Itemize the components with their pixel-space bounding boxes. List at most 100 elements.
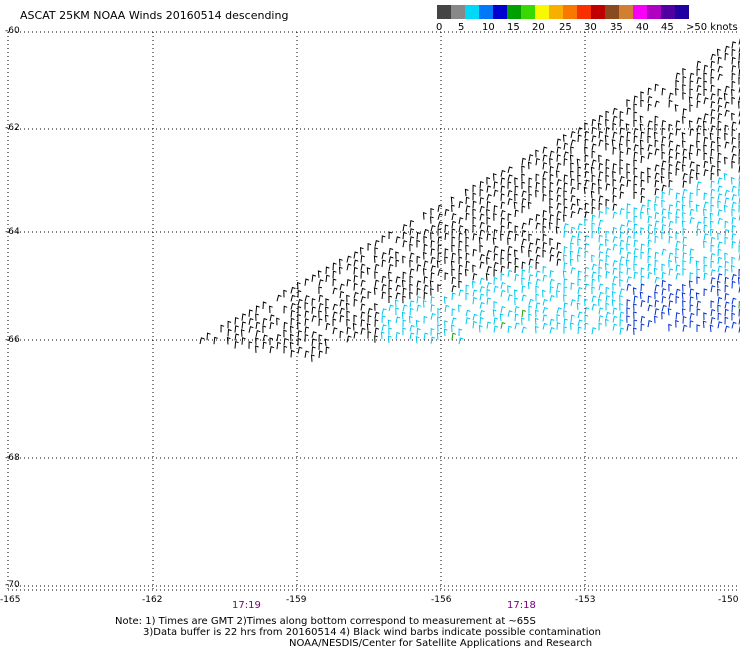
wind-barb	[612, 170, 616, 179]
wind-barb	[374, 247, 379, 255]
wind-barb	[409, 228, 415, 236]
wind-barb	[290, 310, 295, 318]
wind-barb	[577, 326, 582, 335]
wind-barb	[549, 278, 555, 286]
wind-barb	[724, 101, 730, 109]
wind-barb	[227, 328, 232, 337]
wind-barb	[563, 326, 568, 334]
wind-barb	[731, 72, 736, 81]
wind-barb	[486, 321, 492, 329]
wind-barb	[577, 278, 582, 287]
wind-barb	[360, 319, 365, 327]
wind-barb	[724, 189, 730, 197]
wind-barb	[689, 320, 694, 328]
wind-barb	[451, 252, 456, 261]
wind-barb	[528, 313, 532, 322]
wind-barb	[619, 119, 624, 127]
wind-barb	[563, 142, 569, 150]
wind-barb	[535, 254, 541, 262]
wind-barb	[689, 288, 694, 296]
wind-barb	[514, 185, 519, 194]
wind-barb	[612, 227, 617, 235]
wind-barb	[535, 173, 540, 182]
wind-barb	[668, 155, 673, 164]
wind-barb	[695, 204, 700, 212]
wind-barb	[695, 172, 700, 180]
wind-barb	[535, 270, 541, 278]
wind-barb	[591, 222, 596, 231]
wind-barb	[625, 123, 630, 131]
wind-barb	[612, 236, 618, 243]
wind-barb	[569, 154, 574, 162]
wind-barb	[654, 284, 660, 292]
wind-barb	[500, 321, 506, 329]
wind-barb	[681, 220, 686, 228]
wind-barb	[556, 322, 561, 330]
wind-barb	[262, 325, 267, 334]
wind-barb	[710, 285, 716, 293]
wind-barb	[668, 204, 674, 212]
wind-barb	[668, 211, 672, 220]
wind-barb	[472, 296, 477, 305]
wind-barb	[709, 132, 714, 141]
wind-barb	[549, 181, 554, 190]
wind-barb	[570, 178, 575, 186]
wind-barb	[591, 271, 597, 279]
wind-barb	[500, 193, 505, 201]
wind-barb	[654, 164, 660, 172]
wind-barb	[388, 287, 393, 296]
wind-barb	[731, 233, 736, 241]
wind-barb	[668, 235, 673, 244]
wind-barb	[542, 225, 547, 234]
wind-barb	[731, 112, 735, 121]
wind-barb	[682, 228, 687, 236]
wind-barb	[717, 217, 723, 225]
wind-barb	[626, 227, 632, 235]
wind-barb	[549, 247, 555, 254]
wind-barb	[297, 305, 302, 314]
wind-barb	[346, 294, 350, 303]
wind-barb	[668, 163, 673, 172]
wind-barb	[353, 331, 359, 339]
wind-barb	[696, 76, 702, 84]
wind-barb	[591, 206, 596, 215]
wind-barb	[514, 193, 518, 202]
wind-barb	[626, 235, 632, 243]
wind-barb	[717, 88, 722, 97]
wind-barb	[710, 180, 715, 189]
wind-barb	[577, 207, 583, 215]
wind-barb	[556, 289, 560, 298]
wind-barb	[598, 139, 604, 147]
wind-barb	[731, 201, 737, 209]
wind-barb	[647, 167, 651, 176]
wind-barb	[318, 318, 323, 326]
wind-barb	[444, 272, 449, 280]
wind-barb	[465, 317, 471, 325]
wind-barb	[479, 277, 485, 285]
wind-barb	[640, 147, 644, 156]
wind-barb	[583, 186, 588, 195]
wind-barb	[640, 187, 646, 196]
wind-barb	[542, 171, 548, 178]
scale-swatch	[563, 5, 577, 19]
wind-barb	[409, 243, 413, 252]
wind-barb	[661, 279, 666, 288]
wind-barb	[570, 170, 574, 178]
wind-barb	[598, 259, 604, 267]
wind-barb	[458, 289, 464, 297]
wind-barb	[535, 261, 540, 270]
wind-barb	[584, 242, 590, 251]
wind-barb	[605, 158, 610, 167]
wind-barb	[472, 208, 477, 217]
wind-barb	[296, 281, 301, 290]
wind-barb	[724, 109, 730, 117]
wind-barb	[647, 247, 652, 256]
wind-barb	[675, 200, 681, 208]
wind-barb	[458, 272, 463, 281]
wind-barb	[388, 327, 392, 336]
wind-barb	[500, 185, 506, 193]
wind-barb	[731, 121, 737, 129]
wind-barb	[507, 253, 512, 261]
wind-barb	[619, 127, 625, 135]
wind-barb	[535, 149, 539, 158]
